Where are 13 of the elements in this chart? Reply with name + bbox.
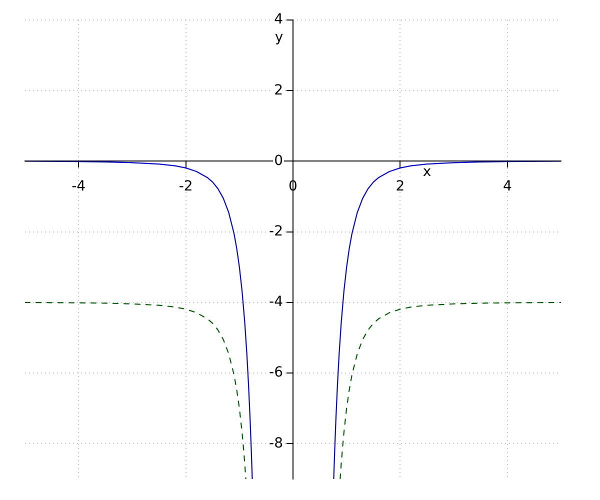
x-tick-label: 4 (502, 178, 512, 194)
y-axis-title: y (274, 30, 284, 46)
x-tick-label: -4 (72, 178, 86, 194)
y-tick-label: -4 (269, 294, 284, 310)
x-axis-title: x (422, 164, 432, 180)
y-tick-label: -6 (269, 364, 284, 381)
x-tick-label: 2 (396, 178, 405, 194)
y-tick-label: -2 (269, 223, 283, 240)
x-tick-label: -2 (178, 178, 193, 194)
y-tick-label: 0 (274, 152, 283, 169)
y-tick-label: 4 (274, 12, 284, 28)
y-tick-label: -8 (269, 435, 283, 452)
y-tick-label: 2 (274, 82, 283, 98)
